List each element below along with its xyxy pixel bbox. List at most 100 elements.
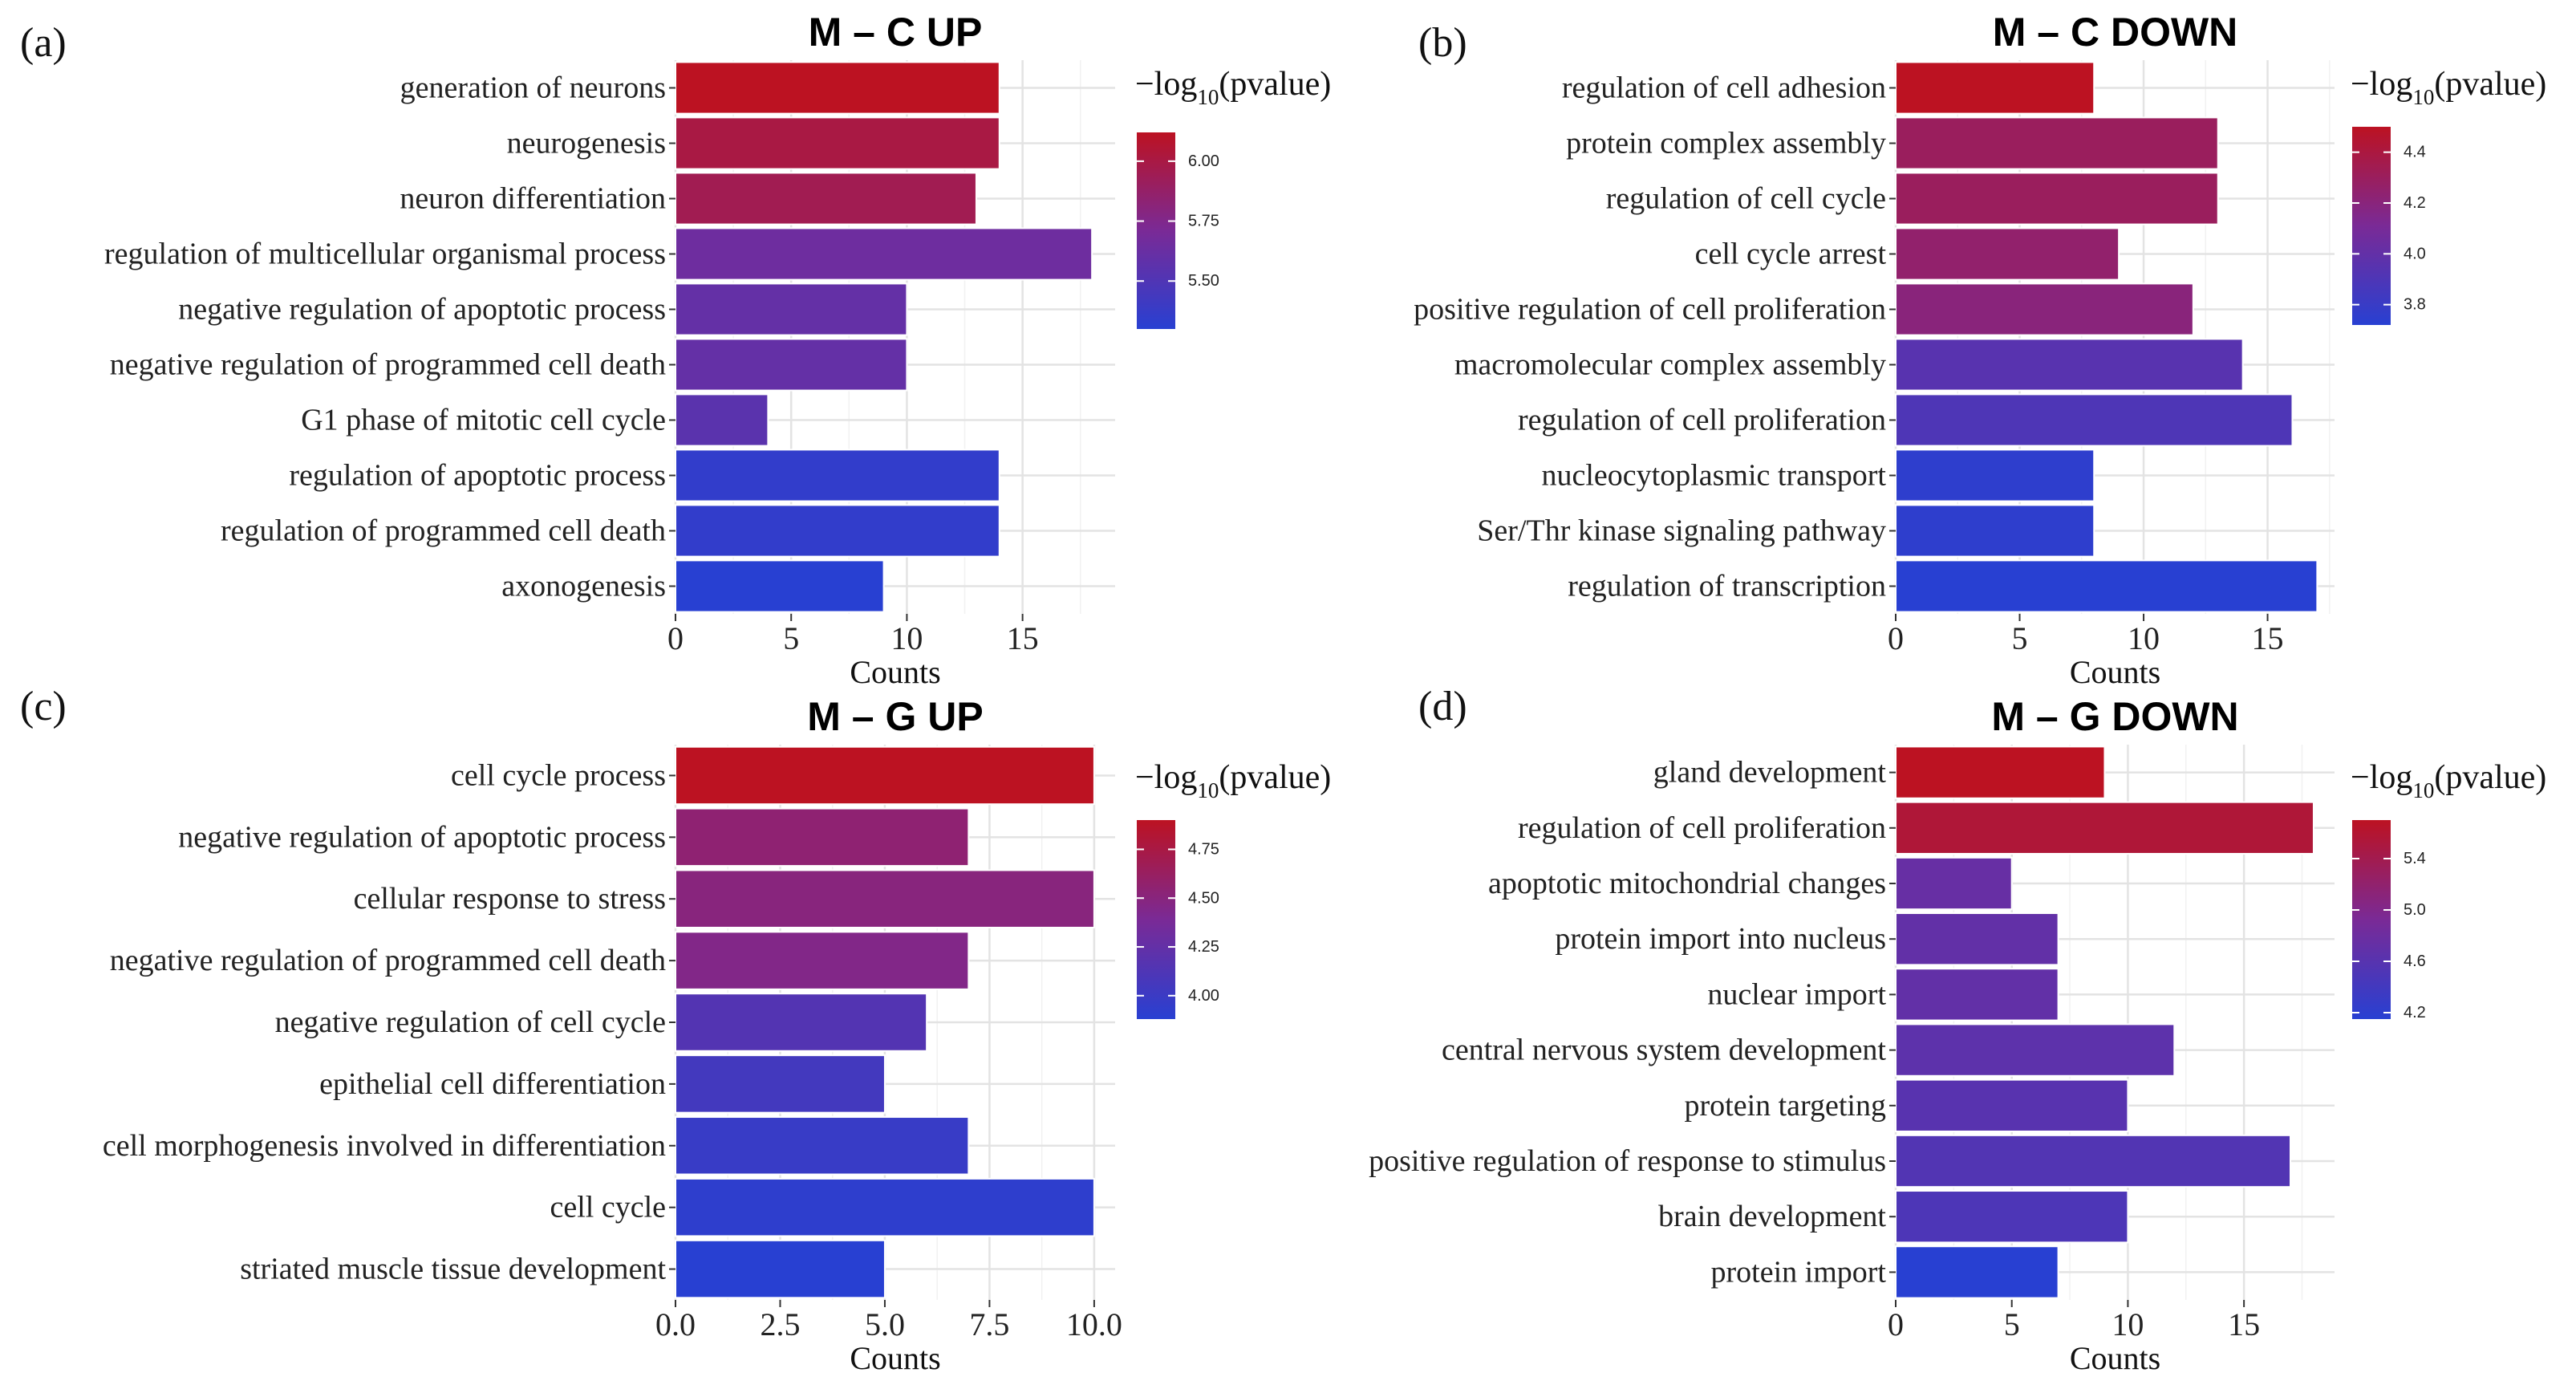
category-label: negative regulation of apoptotic process [178, 293, 666, 327]
colorbar-tick-label: 4.0 [2404, 245, 2426, 262]
x-tick-label: 10 [2112, 1306, 2144, 1342]
x-tick-label: 5 [2012, 620, 2028, 656]
colorbar-tick-label: 4.50 [1188, 889, 1219, 907]
category-label: striated muscle tissue development [240, 1253, 666, 1286]
legend-title-subscript: 10 [2412, 778, 2434, 802]
category-label: axonogenesis [501, 570, 666, 603]
bar-nuclear-import [1895, 968, 2059, 1021]
category-label: gland development [1653, 756, 1887, 790]
bar-nucleocytoplasmic-transport [1895, 449, 2095, 502]
x-tick-label: 5 [2004, 1306, 2020, 1342]
colorbar [2352, 820, 2391, 1019]
bar-cellular-response-to-stress [675, 869, 1095, 928]
category-label: nucleocytoplasmic transport [1542, 459, 1887, 493]
x-tick-label: 0 [667, 620, 684, 656]
colorbar-tick-label: 6.00 [1188, 152, 1219, 170]
category-label: Ser/Thr kinase signaling pathway [1477, 514, 1886, 548]
bar-apoptotic-mitochondrial-changes [1895, 856, 2013, 911]
category-label: regulation of transcription [1568, 570, 1886, 603]
bar-negative-regulation-of-cell-cycle [675, 993, 928, 1052]
x-tick-label: 5 [783, 620, 799, 656]
category-label: regulation of programmed cell death [221, 514, 666, 548]
panel-title: M – G UP [807, 694, 983, 739]
category-label: apoptotic mitochondrial changes [1488, 867, 1886, 900]
colorbar-tick-label: 5.0 [2404, 901, 2426, 919]
legend-title-prefix: −log [2351, 759, 2412, 796]
category-label: brain development [1658, 1200, 1886, 1233]
bar-regulation-of-apoptotic-process [675, 449, 1000, 502]
bar-negative-regulation-of-programmed-cell-death [675, 931, 970, 990]
legend-title-subscript: 10 [1197, 778, 1219, 802]
legend-title-subscript: 10 [1197, 85, 1219, 109]
bar-ser-thr-kinase-signaling-pathway [1895, 504, 2095, 558]
bar-central-nervous-system-development [1895, 1023, 2176, 1077]
bar-positive-regulation-of-cell-proliferation [1895, 282, 2194, 336]
category-label: cell cycle process [451, 758, 666, 792]
colorbar-tick-label: 4.6 [2404, 952, 2426, 970]
category-label: cell cycle arrest [1695, 238, 1887, 271]
legend-title: −log10(pvalue) [1135, 759, 1331, 802]
colorbar-tick-label: 4.00 [1188, 987, 1219, 1005]
colorbar [1137, 132, 1175, 329]
panel-title: M – G DOWN [1991, 694, 2238, 739]
category-label: regulation of cell cycle [1606, 182, 1886, 216]
bar-protein-import-into-nucleus [1895, 912, 2059, 966]
category-label: neuron differentiation [400, 182, 666, 216]
bar-neuron-differentiation [675, 172, 977, 225]
legend-title-subscript: 10 [2412, 85, 2434, 109]
bar-regulation-of-programmed-cell-death [675, 504, 1000, 558]
legend-title-suffix: (pvalue) [2434, 759, 2546, 796]
bar-g1-phase-of-mitotic-cell-cycle [675, 393, 769, 447]
x-tick-label: 0.0 [655, 1306, 696, 1342]
panel-title: M – C DOWN [1993, 10, 2238, 55]
colorbar-tick-label: 4.4 [2404, 144, 2426, 161]
colorbar-tick-label: 5.4 [2404, 850, 2426, 867]
panel-c: (c) M – G UP cell cycle process negative re… [20, 684, 1331, 1376]
panel-b: (b) M – C DOWN regulation of cell adhesion… [1414, 10, 2546, 690]
bar-protein-complex-assembly [1895, 116, 2219, 170]
legend-title-suffix: (pvalue) [2434, 66, 2546, 103]
panel-d: (d) M – G DOWN gland development regulation… [1369, 684, 2546, 1376]
bar-regulation-of-cell-cycle [1895, 172, 2219, 225]
category-label: cell cycle [550, 1191, 666, 1225]
bar-gland-development [1895, 745, 2106, 799]
category-label: negative regulation of cell cycle [275, 1005, 666, 1039]
category-label: cell morphogenesis involved in different… [103, 1129, 666, 1163]
category-label: negative regulation of programmed cell d… [110, 944, 666, 977]
legend-title-prefix: −log [1135, 759, 1197, 796]
colorbar [2352, 127, 2391, 325]
bar-striated-muscle-tissue-development [675, 1239, 886, 1299]
bar-negative-regulation-of-apoptotic-process [675, 807, 970, 867]
colorbar-tick-label: 3.8 [2404, 296, 2426, 314]
colorbar-tick-label: 4.2 [2404, 1004, 2426, 1021]
bar-cell-cycle-process [675, 745, 1095, 806]
category-label: negative regulation of apoptotic process [178, 820, 666, 854]
category-label: generation of neurons [400, 71, 666, 105]
category-label: nuclear import [1707, 977, 1886, 1011]
bar-regulation-of-cell-adhesion [1895, 61, 2095, 115]
legend-title-suffix: (pvalue) [1219, 66, 1331, 103]
bar-negative-regulation-of-programmed-cell-death [675, 338, 908, 392]
x-tick-label: 10.0 [1066, 1306, 1122, 1342]
bar-positive-regulation-of-response-to-stimulus [1895, 1134, 2292, 1188]
panel-letter: (c) [20, 684, 67, 729]
x-tick-label: 10 [2128, 620, 2160, 656]
bar-cell-morphogenesis-involved-in-differentiation [675, 1116, 970, 1176]
category-label: neurogenesis [507, 127, 666, 160]
legend-title-prefix: −log [2351, 66, 2412, 103]
bar-regulation-of-transcription [1895, 559, 2318, 613]
category-label: protein import [1711, 1255, 1887, 1289]
category-label: epithelial cell differentiation [319, 1067, 666, 1101]
x-tick-label: 5.0 [865, 1306, 905, 1342]
bar-macromolecular-complex-assembly [1895, 338, 2244, 392]
panel-letter: (d) [1418, 684, 1467, 729]
bar-cell-cycle [675, 1177, 1095, 1237]
legend-title-suffix: (pvalue) [1219, 759, 1331, 796]
x-tick-label: 15 [2228, 1306, 2260, 1342]
colorbar [1137, 820, 1175, 1019]
colorbar-tick-label: 5.75 [1188, 213, 1219, 230]
x-tick-label: 0 [1888, 1306, 1904, 1342]
x-tick-label: 0 [1888, 620, 1904, 656]
category-label: G1 phase of mitotic cell cycle [301, 404, 666, 437]
